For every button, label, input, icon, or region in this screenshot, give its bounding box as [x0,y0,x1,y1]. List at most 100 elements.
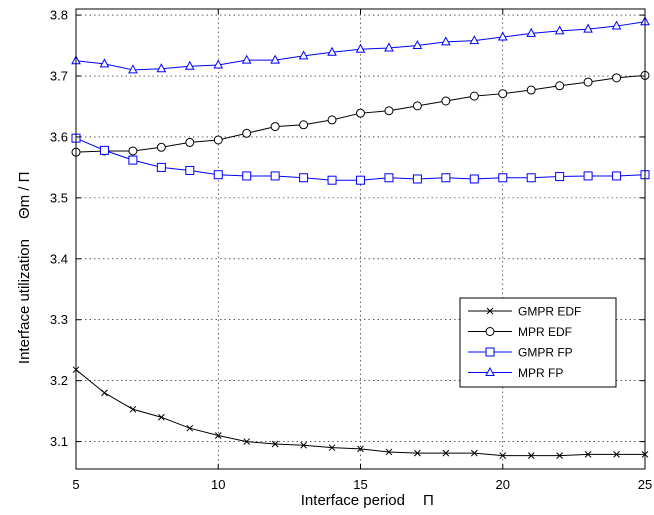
series-mpr-edf [71,70,650,157]
marker-triangle [327,46,337,56]
marker-x [328,444,336,452]
marker-circle [213,135,223,145]
marker-x [527,452,535,459]
x-tick-label: 10 [211,477,225,492]
legend-item: GMPR FP [468,346,573,360]
marker-square [555,172,565,182]
marker-circle [612,73,622,83]
marker-triangle [128,64,138,74]
y-tick-label: 3.8 [50,8,68,23]
marker-x [385,448,393,456]
marker-circle [327,115,337,125]
marker-triangle [441,36,451,46]
y-tick-label: 3.7 [50,69,68,84]
marker-circle [441,96,451,106]
x-tick-label: 20 [496,477,510,492]
marker-square [498,173,508,183]
marker-x [414,449,421,457]
axis-ticks: 5 10 15 20 25 3.1 3.2 3.3 3.4 3.5 3.6 3.7 3.8 [50,8,652,492]
marker-x [470,449,478,457]
marker-x [357,445,364,453]
marker-circle [526,85,536,95]
marker-circle [498,89,508,99]
marker-x [442,449,450,457]
marker-triangle [156,63,167,73]
y-tick-label: 3.6 [50,129,68,144]
marker-square [185,165,195,175]
marker-square [441,173,451,183]
marker-x [556,452,564,459]
legend-label: GMPR EDF [518,305,581,319]
y-tick-label: 3.3 [50,312,68,327]
marker-x [300,441,307,449]
marker-circle [299,120,309,130]
marker-triangle [611,20,622,30]
marker-x [486,307,494,315]
legend-label: MPR FP [518,366,563,380]
marker-triangle [241,54,252,64]
marker-triangle [469,35,480,45]
marker-circle [485,327,495,336]
marker-x [271,440,279,448]
marker-square [327,175,337,185]
marker-square [156,162,166,172]
y-tick-label: 3.4 [50,251,68,266]
y-axis-label: Interface utilization [16,239,33,364]
marker-square [270,171,280,181]
marker-square [469,174,479,184]
marker-square [213,170,223,180]
marker-triangle [497,31,508,41]
marker-circle [469,91,479,101]
marker-square [299,173,309,183]
legend-label: GMPR FP [518,346,573,360]
legend-item: MPR FP [468,366,563,380]
legend-label: MPR EDF [518,325,572,339]
marker-circle [555,81,565,91]
marker-x [157,413,165,421]
y-tick-label: 3.2 [50,373,68,388]
marker-square [356,175,365,185]
x-axis-label-symbol: Π [423,492,434,509]
marker-triangle [384,42,394,52]
marker-triangle [298,50,309,60]
marker-x [186,424,194,432]
marker-square [485,347,495,357]
legend-item: GMPR EDF [468,305,581,319]
x-axis-label: Interface period [301,492,405,509]
marker-triangle [270,54,280,64]
marker-square [242,171,252,181]
series-gmpr-edf [72,366,649,459]
x-tick-label: 5 [72,477,79,492]
marker-triangle [184,60,195,70]
marker-triangle [412,39,423,50]
marker-circle [270,122,280,132]
legend: GMPR EDF MPR EDF GMPR FP MPR FP [459,297,617,388]
y-tick-label: 3.5 [50,190,68,205]
marker-triangle [485,366,495,376]
marker-triangle [99,58,110,68]
marker-square [384,173,394,183]
x-tick-label: 25 [638,477,652,492]
marker-square [526,173,536,183]
marker-x [243,438,251,445]
marker-x [101,389,108,397]
marker-circle [156,142,166,152]
marker-circle [384,106,394,116]
grid-lines [76,9,645,469]
marker-square [128,155,138,165]
y-axis-label-symbol: Θm / Π [16,172,33,220]
marker-square [412,174,422,184]
marker-circle [128,146,138,156]
marker-triangle [213,59,224,69]
marker-x [584,451,592,458]
marker-circle [412,101,422,111]
marker-x [129,405,137,413]
marker-circle [356,108,365,118]
marker-x [499,452,507,459]
marker-x [613,451,620,458]
marker-triangle [554,25,565,35]
marker-square [612,171,622,181]
x-tick-label: 15 [353,477,367,492]
y-tick-label: 3.1 [50,434,68,449]
